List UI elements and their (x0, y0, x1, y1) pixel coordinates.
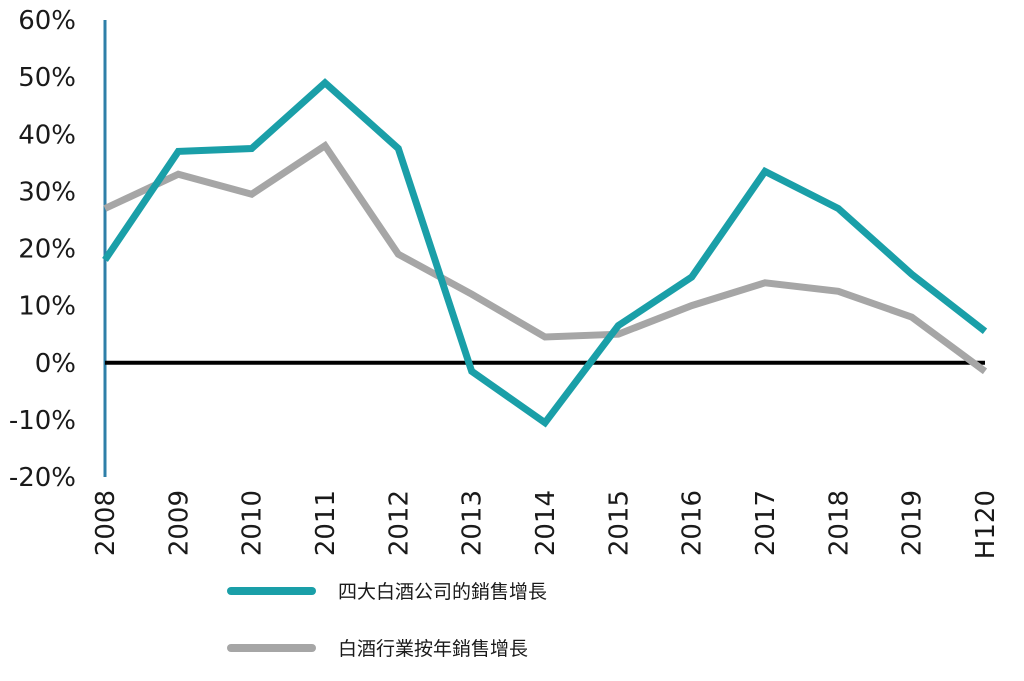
x-tick-label: 2013 (458, 490, 488, 556)
series-line-1 (102, 78, 988, 428)
y-tick-label: 20% (18, 235, 76, 265)
x-tick-label: 2010 (238, 490, 268, 556)
x-tick-label: 2009 (164, 490, 194, 556)
x-tick-labels: 2008 2009 2010 2011 2012 2013 2014 2015 2016 2017… (91, 490, 1001, 559)
y-tick-label: 40% (18, 120, 76, 150)
x-tick-label: 2008 (91, 490, 121, 556)
y-tick-label: 60% (18, 6, 76, 36)
x-tick-label: 2016 (678, 490, 708, 556)
series-lines (102, 78, 988, 428)
y-tick-label: 50% (18, 63, 76, 93)
x-tick-label: 2019 (898, 490, 928, 556)
x-tick-label: 2011 (311, 490, 341, 556)
y-tick-label: -20% (9, 463, 76, 493)
x-tick-label: 2012 (384, 490, 414, 556)
y-tick-label: 0% (35, 349, 76, 379)
y-tick-label: 10% (18, 292, 76, 322)
y-tick-label: -10% (9, 406, 76, 436)
x-tick-label: 2018 (824, 490, 854, 556)
x-tick-label: 2015 (604, 490, 634, 556)
series-line-2 (103, 140, 988, 375)
x-tick-label: 2017 (751, 490, 781, 556)
y-tick-labels: 60% 50% 40% 30% 20% 10% 0% -10% -20% (9, 6, 76, 493)
y-tick-label: 30% (18, 177, 76, 207)
legend-label-2: 白酒行業按年銷售增長 (338, 638, 528, 660)
x-tick-label: H120 (971, 490, 1001, 559)
x-tick-label: 2014 (531, 490, 561, 556)
legend-label-1: 四大白酒公司的銷售增長 (338, 581, 547, 603)
